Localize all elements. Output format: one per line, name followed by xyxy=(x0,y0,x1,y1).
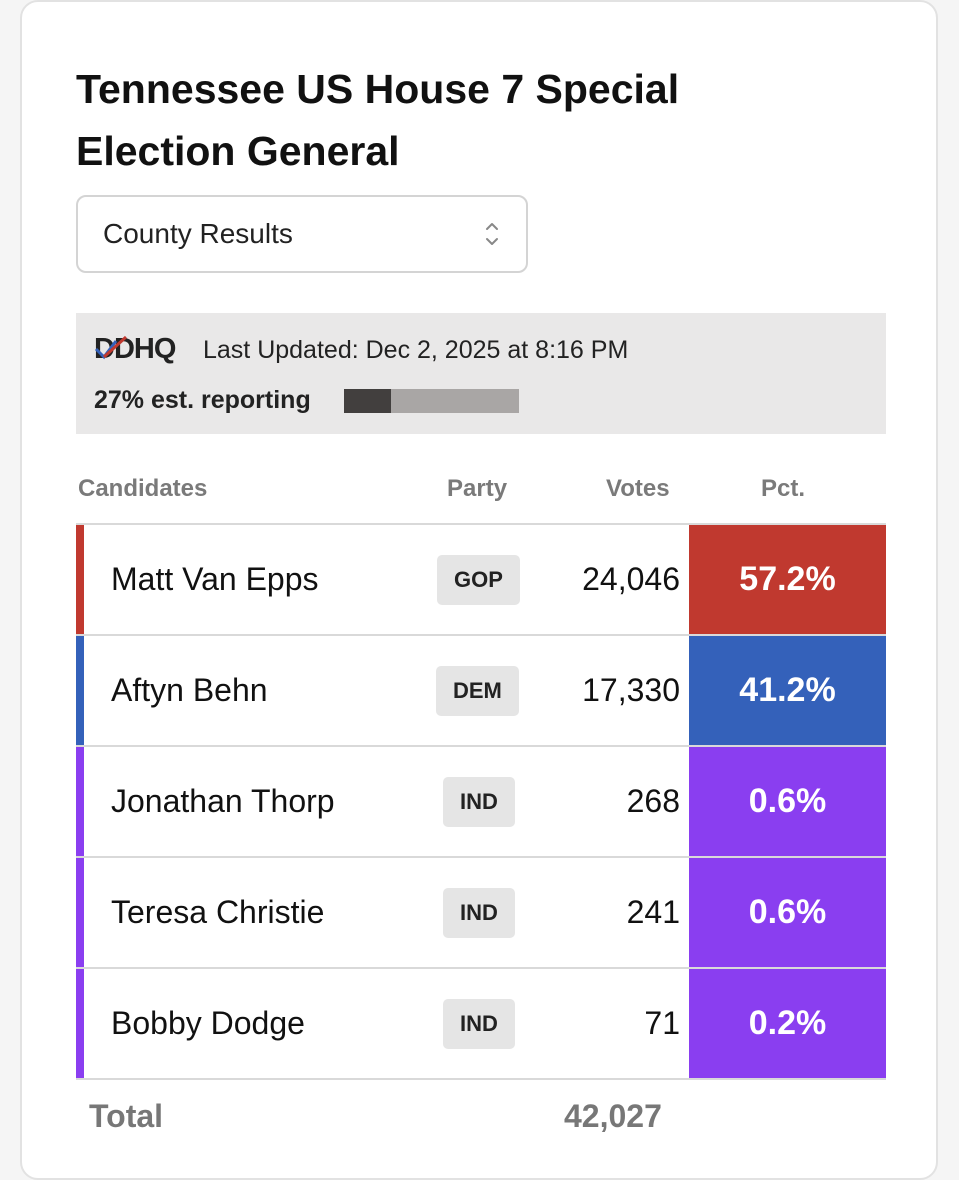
vote-count: 241 xyxy=(626,894,680,930)
table-row: Matt Van Epps GOP 24,046 57.2% xyxy=(76,525,886,636)
header-candidates: Candidates xyxy=(78,475,208,502)
party-badge: DEM xyxy=(436,666,519,716)
updown-chevron-icon xyxy=(486,223,498,245)
candidate-name: Jonathan Thorp xyxy=(111,783,335,819)
candidate-name: Aftyn Behn xyxy=(111,672,268,708)
party-badge: IND xyxy=(443,999,515,1049)
view-select-value: County Results xyxy=(103,218,293,249)
header-party: Party xyxy=(447,475,508,502)
party-badge: GOP xyxy=(437,555,520,605)
party-stripe xyxy=(76,747,84,856)
party-badge: IND xyxy=(443,777,515,827)
total-label: Total xyxy=(89,1098,164,1134)
view-select[interactable]: County Results xyxy=(76,195,528,273)
reporting-bar-fill xyxy=(344,389,392,413)
ddhq-logo: DDHQ xyxy=(94,331,184,367)
vote-pct: 41.2% xyxy=(689,636,886,745)
party-badge: IND xyxy=(443,888,515,938)
table-row: Teresa Christie IND 241 0.6% xyxy=(76,858,886,969)
header-votes: Votes xyxy=(606,475,670,502)
candidate-name: Matt Van Epps xyxy=(111,561,319,597)
vote-count: 71 xyxy=(644,1005,680,1041)
table-row: Jonathan Thorp IND 268 0.6% xyxy=(76,747,886,858)
vote-pct: 57.2% xyxy=(689,525,886,634)
table-row: Aftyn Behn DEM 17,330 41.2% xyxy=(76,636,886,747)
table-row: Bobby Dodge IND 71 0.2% xyxy=(76,969,886,1080)
logo-text: DDHQ xyxy=(94,333,176,365)
party-stripe xyxy=(76,858,84,967)
header-pct: Pct. xyxy=(761,475,806,502)
last-updated: Last Updated: Dec 2, 2025 at 8:16 PM xyxy=(203,336,629,364)
vote-pct: 0.6% xyxy=(689,747,886,856)
party-stripe xyxy=(76,636,84,745)
party-stripe xyxy=(76,969,84,1078)
page-title: Tennessee US House 7 Special Election Ge… xyxy=(76,66,680,174)
total-votes: 42,027 xyxy=(564,1098,662,1134)
vote-pct: 0.2% xyxy=(689,969,886,1078)
candidate-name: Teresa Christie xyxy=(111,894,325,930)
party-stripe xyxy=(76,525,84,634)
vote-count: 17,330 xyxy=(582,672,680,708)
results-card: Tennessee US House 7 Special Election Ge… xyxy=(20,0,938,1180)
candidate-name: Bobby Dodge xyxy=(111,1005,305,1041)
vote-count: 268 xyxy=(626,783,680,819)
reporting-label: 27% est. reporting xyxy=(94,386,311,414)
check-icon xyxy=(94,335,128,360)
status-panel: DDHQ Last Updated: Dec 2, 2025 at 8:16 P… xyxy=(76,313,886,434)
reporting-bar xyxy=(344,389,519,413)
results-table: Matt Van Epps GOP 24,046 57.2% Aftyn Beh… xyxy=(76,523,886,1080)
vote-pct: 0.6% xyxy=(689,858,886,967)
vote-count: 24,046 xyxy=(582,561,680,597)
